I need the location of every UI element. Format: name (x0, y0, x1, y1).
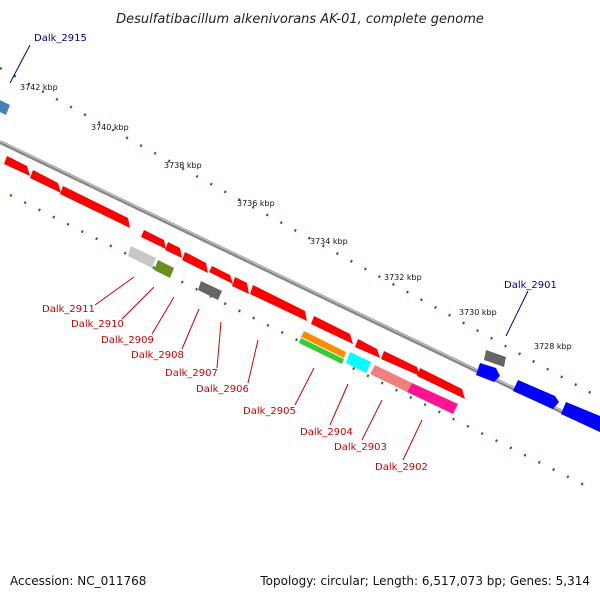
gene-label-2902[interactable]: Dalk_2902 (375, 462, 428, 473)
leader-2904 (329, 383, 349, 426)
gene-label-2915[interactable]: Dalk_2915 (34, 33, 87, 44)
gene-label-2904[interactable]: Dalk_2904 (300, 427, 353, 438)
gene-block-2903[interactable] (381, 351, 420, 376)
gene-block-2905-orange[interactable] (301, 331, 346, 358)
ruler-label-3740: 3740 kbp (91, 123, 129, 132)
genome-summary: Topology: circular; Length: 6,517,073 bp… (260, 574, 590, 588)
gene-block-2914[interactable] (4, 156, 30, 176)
leader-2903 (361, 399, 383, 441)
ruler-label-3742: 3742 kbp (20, 83, 58, 92)
ruler-label-3730: 3730 kbp (459, 308, 497, 317)
gene-label-2903[interactable]: Dalk_2903 (334, 442, 387, 453)
gene-block-2907[interactable] (232, 277, 249, 294)
leader-2905 (294, 367, 315, 406)
gene-block-2911-rev[interactable] (128, 246, 156, 268)
genome-backbone (0, 140, 600, 432)
accession-label: Accession: NC_011768 (10, 574, 147, 588)
gene-label-2907[interactable]: Dalk_2907 (165, 368, 218, 379)
gene-block-2913[interactable] (30, 170, 61, 193)
ruler-label-3736: 3736 kbp (237, 199, 275, 208)
gene-block-2912[interactable] (60, 186, 130, 228)
ruler-label-3732: 3732 kbp (384, 273, 422, 282)
label-leaders (9, 44, 529, 461)
gene-label-2905[interactable]: Dalk_2905 (243, 406, 296, 417)
leader-2911 (94, 276, 135, 306)
gene-block-2903-rev[interactable] (370, 365, 412, 392)
gene-block-2910[interactable] (165, 242, 182, 258)
leader-2902 (402, 419, 423, 461)
gene-block-2908[interactable] (209, 266, 233, 284)
gene-block-2906[interactable] (250, 285, 307, 321)
ruler-label-3738: 3738 kbp (164, 161, 202, 170)
gene-label-2910[interactable]: Dalk_2910 (71, 319, 124, 330)
leader-2901 (505, 290, 529, 337)
gene-block-2908-rev[interactable] (198, 281, 222, 300)
gene-block-2901-rev[interactable] (476, 363, 500, 382)
gene-label-2901[interactable]: Dalk_2901 (504, 280, 557, 291)
leader-2906 (247, 339, 259, 384)
map-title: Desulfatibacillum alkenivorans AK-01, co… (116, 12, 484, 27)
leader-2909 (151, 296, 175, 335)
gene-block-2904[interactable] (355, 339, 380, 358)
gene-label-2909[interactable]: Dalk_2909 (101, 335, 154, 346)
gene-block-2902-rev[interactable] (407, 383, 458, 414)
leader-2915 (9, 44, 31, 84)
genome-backbone-highlight (0, 140, 600, 430)
ruler-label-3734: 3734 kbp (310, 237, 348, 246)
gene-block-2911[interactable] (141, 230, 166, 249)
leader-2907 (216, 321, 222, 369)
gene-block-2905-green[interactable] (299, 338, 344, 364)
gene-block-2915[interactable] (0, 100, 10, 115)
gene-block-2902[interactable] (417, 368, 465, 399)
gene-block-2901[interactable] (484, 350, 506, 367)
forward-genes (0, 100, 506, 399)
gene-block-2899[interactable] (561, 402, 600, 432)
outer-tick-track (0, 66, 600, 400)
gene-block-2910-rev[interactable] (154, 260, 174, 278)
gene-label-2906[interactable]: Dalk_2906 (196, 384, 249, 395)
gene-label-2908[interactable]: Dalk_2908 (131, 350, 184, 361)
reverse-genes (128, 246, 600, 432)
leader-2910 (121, 286, 155, 320)
gene-block-2904-rev[interactable] (346, 352, 371, 373)
ruler-label-3728: 3728 kbp (534, 342, 572, 351)
gene-label-2911[interactable]: Dalk_2911 (42, 304, 95, 315)
gene-block-2905[interactable] (311, 316, 353, 344)
gene-block-2900[interactable] (513, 380, 559, 409)
gene-block-2909[interactable] (182, 252, 208, 273)
leader-2908 (181, 308, 200, 350)
